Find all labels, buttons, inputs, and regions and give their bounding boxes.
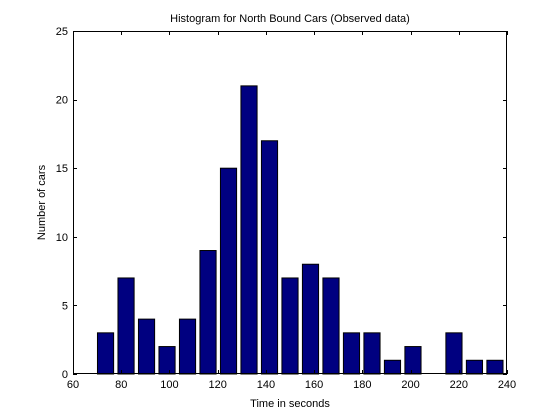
chart-title: Histogram for North Bound Cars (Observed… — [170, 13, 410, 25]
histogram-bar — [260, 140, 279, 375]
y-tick-label: 25 — [56, 26, 68, 38]
x-tick-label: 100 — [160, 379, 178, 391]
y-tick-label: 20 — [56, 95, 68, 107]
histogram-bar — [219, 167, 238, 375]
bars-layer — [96, 85, 504, 375]
x-tick-label: 200 — [401, 379, 419, 391]
x-tick-label: 220 — [450, 379, 468, 391]
histogram-bar — [486, 359, 504, 375]
x-tick-label: 60 — [67, 379, 79, 391]
histogram-bar — [178, 318, 197, 375]
histogram-bar — [240, 85, 258, 375]
histogram-bar — [158, 346, 176, 375]
histogram-bar — [117, 277, 135, 375]
histogram-bar — [199, 250, 217, 375]
x-tick-label: 120 — [208, 379, 226, 391]
y-tick-label: 0 — [62, 369, 68, 381]
y-tick-label: 10 — [56, 232, 68, 244]
y-tick-label: 5 — [62, 300, 68, 312]
histogram-bar — [137, 318, 156, 375]
y-axis-label: Number of cars — [36, 164, 48, 240]
histogram-bar — [342, 332, 361, 375]
histogram-bar — [404, 346, 422, 375]
x-tick-label: 140 — [257, 379, 275, 391]
histogram-bar — [445, 332, 463, 375]
y-tick-label: 15 — [56, 163, 68, 175]
plot-frame — [73, 31, 507, 374]
x-tick-label: 180 — [353, 379, 371, 391]
histogram-bar — [465, 359, 484, 375]
x-tick-label: 80 — [115, 379, 127, 391]
x-tick-label: 160 — [305, 379, 323, 391]
histogram-bar — [363, 332, 381, 375]
histogram-bar — [383, 359, 402, 375]
histogram-bar — [301, 263, 320, 375]
ticks-layer: 60 80 100 120 140 160 180 200 220 240 0 5 10 15 20 25 — [56, 26, 516, 391]
histogram-bar — [96, 332, 115, 375]
histogram-bar — [281, 277, 299, 375]
x-axis-label: Time in seconds — [250, 398, 330, 410]
x-tick-label: 240 — [498, 379, 516, 391]
histogram-bar — [322, 277, 340, 375]
